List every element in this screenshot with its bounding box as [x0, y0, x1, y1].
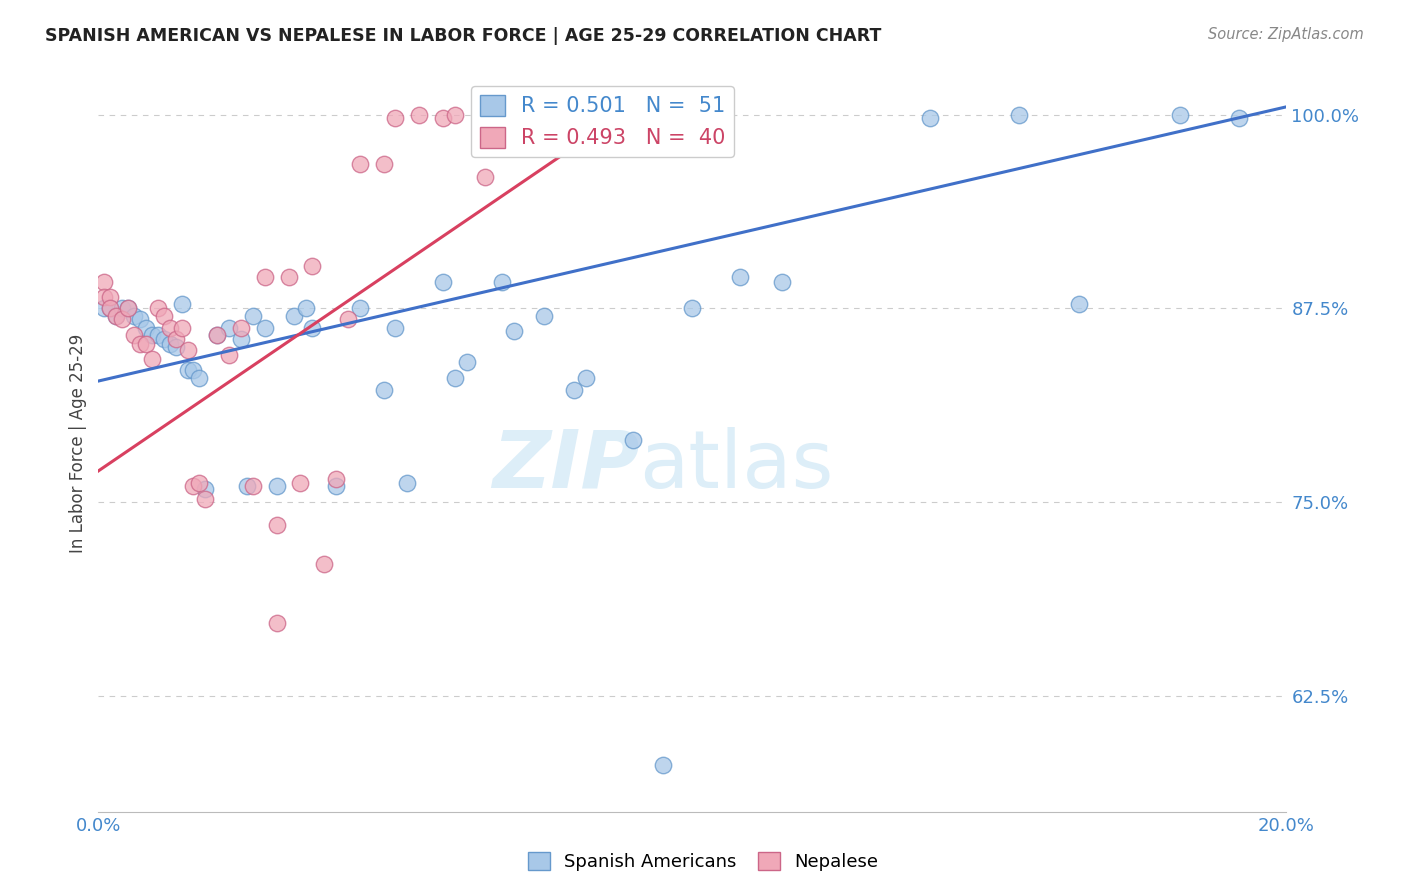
- Point: [920, 111, 942, 125]
- Point: [474, 169, 496, 184]
- Point: [1067, 296, 1090, 310]
- Point: [141, 327, 163, 342]
- Point: [325, 472, 347, 486]
- Point: [283, 309, 305, 323]
- Point: [159, 321, 181, 335]
- Point: [98, 290, 121, 304]
- Point: [194, 491, 217, 506]
- Point: [242, 309, 264, 323]
- Point: [122, 309, 145, 323]
- Point: [253, 270, 276, 285]
- Point: [141, 352, 163, 367]
- Point: [218, 321, 240, 335]
- Point: [456, 355, 478, 369]
- Point: [93, 301, 115, 316]
- Point: [574, 371, 596, 385]
- Point: [301, 260, 323, 274]
- Point: [194, 483, 217, 497]
- Text: Source: ZipAtlas.com: Source: ZipAtlas.com: [1208, 27, 1364, 42]
- Point: [728, 270, 751, 285]
- Point: [135, 321, 157, 335]
- Point: [236, 479, 259, 493]
- Point: [98, 301, 121, 316]
- Point: [253, 321, 276, 335]
- Point: [277, 270, 299, 285]
- Point: [1227, 111, 1250, 125]
- Point: [170, 321, 193, 335]
- Point: [183, 479, 205, 493]
- Point: [205, 327, 228, 342]
- Point: [117, 301, 139, 316]
- Point: [770, 275, 793, 289]
- Point: [165, 340, 187, 354]
- Point: [176, 343, 198, 357]
- Point: [443, 107, 465, 121]
- Point: [384, 321, 406, 335]
- Point: [129, 336, 152, 351]
- Point: [651, 758, 673, 772]
- Point: [205, 327, 228, 342]
- Point: [111, 301, 134, 316]
- Point: [159, 336, 181, 351]
- Point: [314, 557, 336, 571]
- Point: [432, 111, 454, 125]
- Point: [229, 321, 252, 335]
- Point: [170, 296, 193, 310]
- Point: [266, 479, 288, 493]
- Legend: R = 0.501   N =  51, R = 0.493   N =  40: R = 0.501 N = 51, R = 0.493 N = 40: [471, 87, 734, 157]
- Point: [188, 476, 211, 491]
- Point: [229, 332, 252, 346]
- Point: [373, 157, 395, 171]
- Point: [266, 518, 288, 533]
- Point: [408, 107, 430, 121]
- Point: [111, 312, 134, 326]
- Point: [432, 275, 454, 289]
- Point: [176, 363, 198, 377]
- Point: [384, 111, 406, 125]
- Point: [93, 290, 115, 304]
- Point: [503, 325, 526, 339]
- Point: [93, 275, 115, 289]
- Point: [183, 363, 205, 377]
- Text: atlas: atlas: [638, 427, 834, 505]
- Point: [336, 312, 359, 326]
- Point: [152, 309, 174, 323]
- Point: [188, 371, 211, 385]
- Point: [146, 327, 169, 342]
- Point: [105, 309, 128, 323]
- Point: [1008, 107, 1031, 121]
- Text: ZIP: ZIP: [492, 427, 638, 505]
- Text: SPANISH AMERICAN VS NEPALESE IN LABOR FORCE | AGE 25-29 CORRELATION CHART: SPANISH AMERICAN VS NEPALESE IN LABOR FO…: [45, 27, 882, 45]
- Legend: Spanish Americans, Nepalese: Spanish Americans, Nepalese: [520, 845, 886, 879]
- Point: [491, 275, 513, 289]
- Point: [533, 309, 555, 323]
- Point: [681, 301, 703, 316]
- Point: [349, 157, 371, 171]
- Point: [373, 384, 395, 398]
- Point: [295, 301, 318, 316]
- Point: [266, 615, 288, 630]
- Y-axis label: In Labor Force | Age 25-29: In Labor Force | Age 25-29: [69, 334, 87, 553]
- Point: [325, 479, 347, 493]
- Point: [129, 312, 152, 326]
- Point: [443, 371, 465, 385]
- Point: [290, 476, 312, 491]
- Point: [98, 301, 121, 316]
- Point: [165, 332, 187, 346]
- Point: [349, 301, 371, 316]
- Point: [105, 309, 128, 323]
- Point: [396, 476, 419, 491]
- Point: [621, 433, 644, 447]
- Point: [146, 301, 169, 316]
- Point: [562, 384, 585, 398]
- Point: [135, 336, 157, 351]
- Point: [242, 479, 264, 493]
- Point: [1168, 107, 1191, 121]
- Point: [122, 327, 145, 342]
- Point: [117, 301, 139, 316]
- Point: [218, 348, 240, 362]
- Point: [152, 332, 174, 346]
- Point: [301, 321, 323, 335]
